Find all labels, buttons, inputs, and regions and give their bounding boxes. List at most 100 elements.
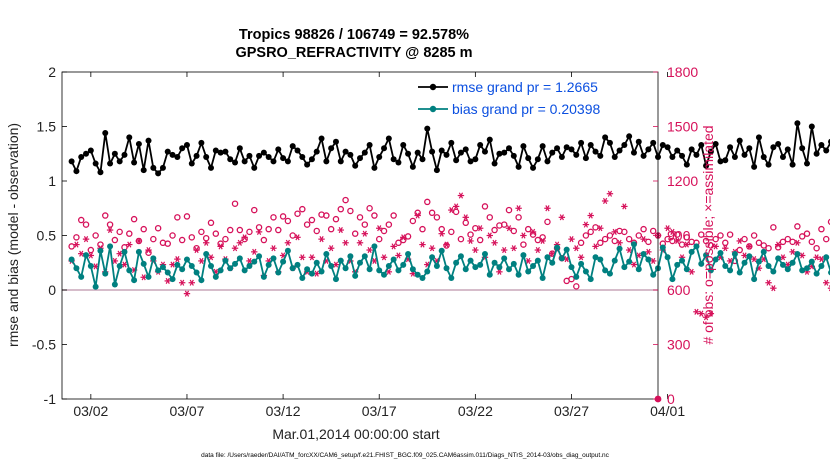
obs-possible-marker (212, 230, 220, 237)
obs-assimilated-marker (428, 245, 436, 252)
obs-possible-marker (356, 214, 364, 221)
obs-possible-marker (428, 209, 436, 217)
rmse-point (712, 140, 719, 147)
asterisk-stroke (377, 225, 382, 232)
asterisk-stroke (747, 243, 752, 250)
obs-possible-marker (77, 216, 85, 224)
bias-point (169, 276, 176, 283)
asterisk-stroke (492, 239, 497, 246)
obs-possible-marker (323, 212, 330, 219)
rmse-point (515, 163, 522, 170)
rmse-point (741, 151, 748, 158)
rmse-point (457, 149, 464, 156)
rmse-point (284, 158, 291, 165)
obs-possible-marker (818, 225, 825, 233)
bias-point (107, 243, 114, 250)
obs-assimilated-marker (707, 310, 715, 317)
bias-point (813, 270, 820, 277)
bias-point (83, 252, 90, 259)
rmse-point (424, 125, 431, 132)
obs-possible-marker (126, 230, 133, 237)
rmse-point (659, 142, 666, 149)
rmse-point (722, 157, 729, 164)
rmse-point (688, 146, 695, 153)
obs-assimilated-marker (582, 221, 590, 228)
bias-point (188, 263, 195, 270)
bias-point (659, 244, 666, 251)
obs-possible-marker (822, 235, 830, 243)
rmse-point (433, 167, 440, 174)
obs-assimilated-marker (207, 254, 215, 261)
obs-assimilated-marker (476, 225, 484, 232)
obs-assimilated-marker (299, 254, 306, 261)
bias-point (270, 255, 277, 262)
obs-assimilated-marker (674, 237, 681, 245)
left-y-tick-label: 0 (48, 282, 56, 298)
rmse-point (419, 156, 426, 163)
obs-assimilated-marker (472, 246, 479, 254)
rmse-point (578, 139, 585, 146)
obs-possible-marker (760, 242, 767, 249)
obs-assimilated-marker (337, 226, 344, 234)
obs-possible-marker (568, 275, 575, 283)
rmse-point (496, 150, 503, 157)
obs-assimilated-marker (452, 203, 460, 210)
obs-possible-marker (520, 241, 527, 248)
asterisk-stroke (280, 252, 286, 259)
obs-possible-marker (673, 231, 681, 238)
bias-point (606, 270, 613, 277)
rmse-point (400, 142, 407, 149)
rmse-point (323, 158, 330, 165)
rmse-point (597, 152, 604, 159)
bias-point (332, 276, 339, 283)
bias-point (818, 263, 825, 270)
obs-assimilated-marker (126, 241, 133, 248)
obs-possible-marker (587, 228, 594, 236)
asterisk-stroke (184, 290, 190, 297)
legend-rmse-marker (429, 83, 437, 91)
rmse-point (760, 154, 767, 161)
obs-assimilated-marker (145, 246, 152, 254)
obs-possible-marker (500, 221, 508, 228)
obs-possible-marker (275, 226, 282, 234)
rmse-point (707, 148, 714, 155)
obs-assimilated-marker (510, 245, 518, 252)
asterisk-stroke (689, 268, 694, 275)
bias-point (92, 283, 99, 290)
asterisk-stroke (329, 245, 334, 252)
rmse-point (332, 138, 339, 145)
bias-point (597, 256, 604, 263)
obs-assimilated-marker (270, 245, 277, 252)
bias-point (260, 273, 267, 280)
right-y-tick-label: 0 (667, 391, 675, 407)
bias-point (347, 253, 354, 260)
rmse-point (135, 140, 142, 147)
bias-point (472, 264, 479, 271)
obs-assimilated-marker (332, 261, 340, 268)
rmse-point (395, 159, 402, 166)
obs-possible-marker (164, 240, 171, 247)
bias-point (232, 260, 239, 267)
rmse-point (630, 149, 637, 156)
rmse-point (804, 160, 810, 167)
asterisk-stroke (271, 245, 276, 252)
rmse-point (731, 154, 738, 161)
rmse-point (611, 154, 618, 161)
asterisk-stroke (737, 237, 742, 245)
obs-possible-marker (524, 225, 532, 233)
rmse-point (227, 156, 234, 163)
obs-possible-marker (303, 221, 311, 228)
obs-possible-marker (183, 213, 191, 220)
bias-point (198, 277, 205, 284)
obs-assimilated-marker (385, 268, 393, 275)
obs-possible-marker (102, 212, 109, 219)
obs-possible-marker (87, 246, 95, 254)
rmse-point (775, 140, 782, 147)
rmse-point (116, 158, 123, 165)
rmse-point (683, 161, 690, 168)
bias-point (159, 264, 166, 271)
obs-assimilated-marker (625, 246, 633, 254)
rmse-point (679, 152, 686, 159)
obs-assimilated-marker (577, 254, 585, 261)
